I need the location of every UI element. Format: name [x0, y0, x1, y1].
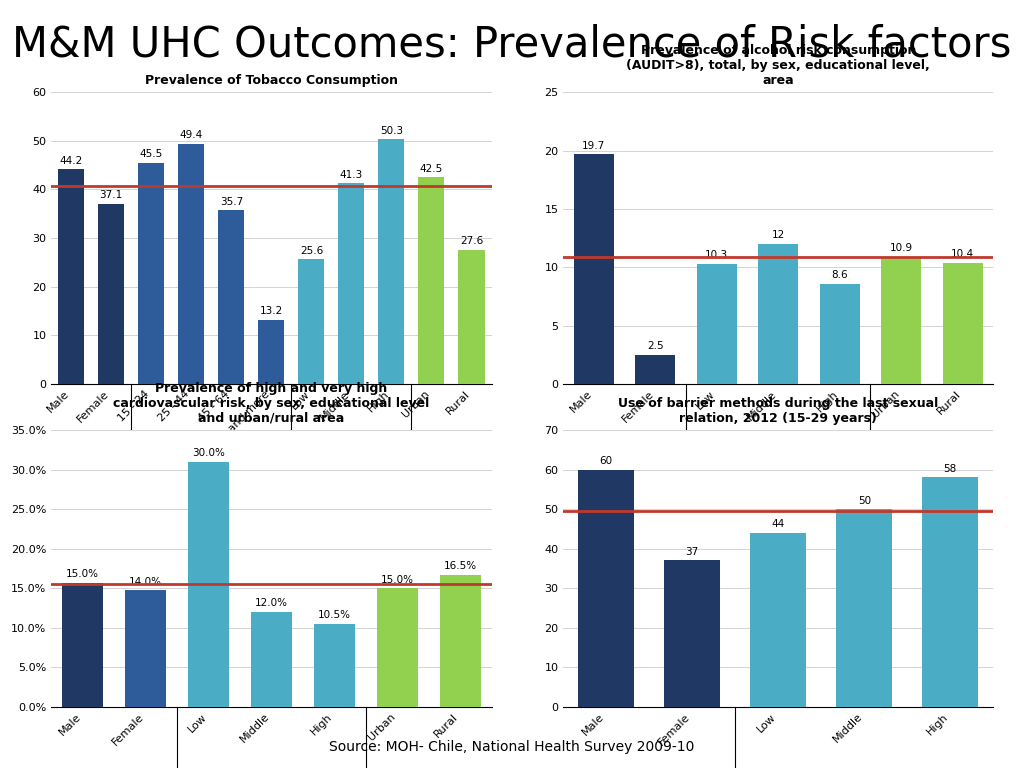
Bar: [98, 204, 124, 384]
Text: 41.3: 41.3: [340, 170, 364, 180]
Text: 49.4: 49.4: [179, 131, 203, 141]
Bar: [258, 319, 285, 384]
Text: 45.5: 45.5: [139, 149, 163, 159]
Text: Educational level: Educational level: [301, 478, 402, 491]
Text: Sex: Sex: [81, 478, 102, 491]
Text: 10.9: 10.9: [890, 243, 912, 253]
Title: Prevalence of Tobacco Consumption: Prevalence of Tobacco Consumption: [144, 74, 398, 87]
Text: 15.0%: 15.0%: [67, 569, 99, 579]
Bar: [419, 177, 444, 384]
Bar: [313, 624, 354, 707]
Bar: [62, 583, 103, 707]
Bar: [58, 169, 84, 384]
Bar: [574, 154, 614, 384]
Bar: [125, 591, 166, 707]
Bar: [697, 263, 737, 384]
Bar: [837, 509, 892, 707]
Text: 19.7: 19.7: [583, 141, 605, 151]
Bar: [881, 257, 922, 384]
Text: Area: Area: [919, 478, 945, 491]
Text: Age: Age: [200, 478, 222, 491]
Bar: [758, 244, 799, 384]
Bar: [751, 533, 806, 707]
Text: 37.1: 37.1: [99, 190, 123, 200]
Text: 10.5%: 10.5%: [317, 611, 351, 621]
Title: Use of barrier methods during the last sexual
relation, 2012 (15-29 years): Use of barrier methods during the last s…: [618, 397, 938, 425]
Text: 13.2: 13.2: [260, 306, 283, 316]
Bar: [377, 588, 418, 707]
Text: 44: 44: [772, 519, 784, 529]
Bar: [251, 612, 292, 707]
Text: Source: MOH- Chile, National Health Survey 2009-10: Source: MOH- Chile, National Health Surv…: [330, 740, 694, 754]
Bar: [635, 355, 676, 384]
Text: 10.3: 10.3: [706, 250, 728, 260]
Bar: [665, 561, 720, 707]
Text: Sex: Sex: [614, 478, 635, 491]
Text: 12.0%: 12.0%: [255, 598, 288, 608]
Bar: [923, 478, 978, 707]
Bar: [942, 263, 983, 384]
Bar: [379, 139, 404, 384]
Text: 35.7: 35.7: [220, 197, 243, 207]
Text: 44.2: 44.2: [59, 155, 83, 166]
Bar: [459, 250, 484, 384]
Bar: [188, 462, 229, 707]
Text: 30.0%: 30.0%: [193, 449, 225, 458]
Text: 16.5%: 16.5%: [443, 561, 476, 571]
Bar: [218, 210, 245, 384]
Bar: [579, 469, 634, 707]
Text: 27.6: 27.6: [460, 237, 483, 247]
Text: 14.0%: 14.0%: [129, 577, 162, 587]
Text: 12: 12: [772, 230, 784, 240]
Title: Prevalence of alcohol risk consumption
(AUDIT>8), total, by sex, educational lev: Prevalence of alcohol risk consumption (…: [627, 44, 930, 87]
Text: 50: 50: [858, 496, 870, 506]
Text: Area: Area: [438, 478, 465, 491]
Bar: [178, 144, 205, 384]
Text: Educational level: Educational level: [728, 478, 828, 491]
Bar: [338, 183, 365, 384]
Text: 60: 60: [600, 456, 612, 466]
Text: 15.0%: 15.0%: [381, 574, 414, 584]
Text: 8.6: 8.6: [831, 270, 848, 280]
Bar: [819, 283, 860, 384]
Text: 37: 37: [686, 547, 698, 557]
Text: 42.5: 42.5: [420, 164, 443, 174]
Text: 50.3: 50.3: [380, 126, 403, 136]
Bar: [138, 163, 164, 384]
Bar: [298, 260, 325, 384]
Text: 25.6: 25.6: [300, 246, 323, 256]
Text: 58: 58: [944, 464, 956, 474]
Text: 2.5: 2.5: [647, 341, 664, 351]
Text: M&M UHC Outcomes: Prevalence of Risk factors: M&M UHC Outcomes: Prevalence of Risk fac…: [12, 23, 1012, 65]
Title: Prevalence of high and very high
cardiovascular risk, by sex, educational level
: Prevalence of high and very high cardiov…: [114, 382, 429, 425]
Bar: [439, 574, 480, 707]
Text: 10.4: 10.4: [951, 249, 974, 259]
